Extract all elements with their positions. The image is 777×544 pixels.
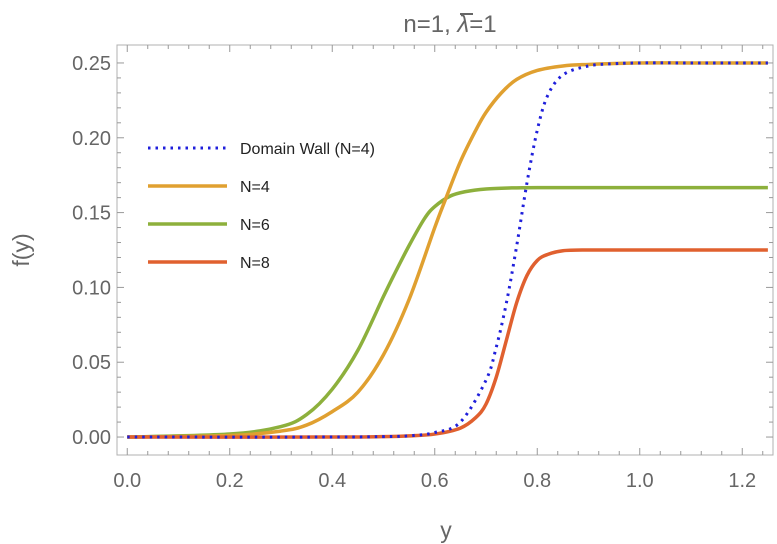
x-tick-label: 0.6 — [421, 470, 449, 492]
x-tick-label: 0.0 — [113, 470, 141, 492]
y-tick-label: 0.20 — [72, 128, 111, 150]
x-tick-label: 1.2 — [728, 470, 756, 492]
chart-title-suffix: =1 — [469, 11, 496, 38]
x-axis-label: y — [440, 517, 452, 543]
x-tick-label: 0.8 — [523, 470, 551, 492]
series-line-n-8 — [127, 248, 768, 439]
legend-label: N=8 — [240, 255, 270, 272]
x-tick-label: 1.0 — [626, 470, 654, 492]
x-tick-label: 0.2 — [216, 470, 244, 492]
legend: Domain Wall (N=4) N=4 N=6 N=8 — [148, 141, 375, 272]
chart-title: n=1, λ=1 — [403, 11, 496, 38]
legend-label: N=4 — [240, 179, 270, 196]
y-tick-label: 0.25 — [72, 53, 111, 75]
y-axis-label: f(y) — [8, 233, 34, 266]
legend-label: N=6 — [240, 217, 270, 234]
chart-title-prefix: n=1, — [403, 11, 457, 38]
y-tick-label: 0.00 — [72, 427, 111, 449]
chart-title-lambda: λ — [455, 11, 469, 38]
axis-ticks: 0.0 0.2 0.4 0.6 0.8 1.0 1.2 0.00 0.05 0.10 0.15 0.2… — [72, 45, 773, 492]
y-tick-label: 0.10 — [72, 277, 111, 299]
x-tick-label: 0.4 — [318, 470, 346, 492]
plot-frame — [116, 44, 774, 456]
series-line-n-4 — [127, 61, 768, 439]
series-line-n-6 — [127, 185, 768, 439]
y-tick-label: 0.05 — [72, 352, 111, 374]
legend-label: Domain Wall (N=4) — [240, 141, 375, 158]
y-tick-label: 0.15 — [72, 203, 111, 225]
series-layer — [127, 61, 768, 439]
